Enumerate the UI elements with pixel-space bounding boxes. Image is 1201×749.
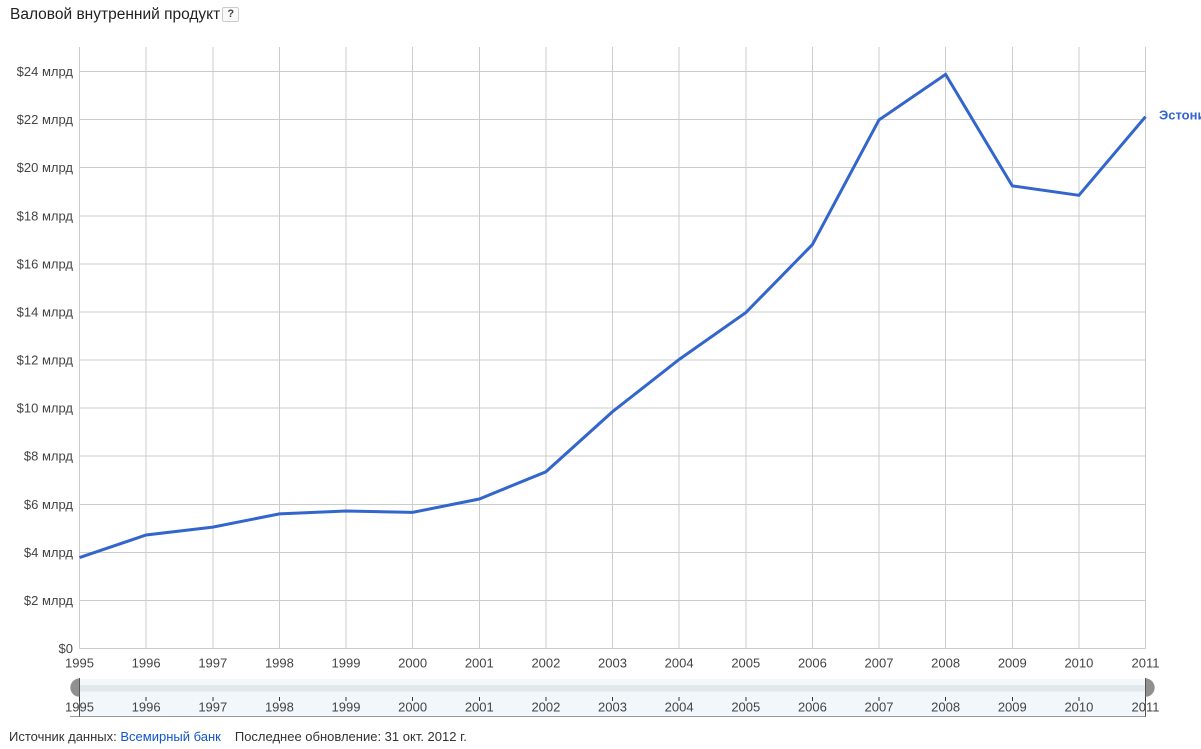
svg-text:$18 млрд: $18 млрд: [17, 208, 74, 223]
svg-text:1996: 1996: [132, 700, 161, 715]
svg-text:2005: 2005: [731, 656, 760, 671]
svg-text:1999: 1999: [332, 700, 361, 715]
svg-text:1997: 1997: [198, 700, 227, 715]
svg-text:1997: 1997: [198, 656, 227, 671]
svg-text:2007: 2007: [865, 700, 894, 715]
svg-text:2006: 2006: [798, 700, 827, 715]
svg-text:2001: 2001: [465, 700, 494, 715]
svg-text:1996: 1996: [132, 656, 161, 671]
svg-text:$2 млрд: $2 млрд: [24, 593, 74, 608]
svg-text:2007: 2007: [865, 656, 894, 671]
svg-text:2003: 2003: [598, 656, 627, 671]
svg-text:2011: 2011: [1132, 656, 1160, 671]
svg-text:2009: 2009: [998, 656, 1027, 671]
svg-text:2005: 2005: [731, 700, 760, 715]
svg-text:$10 млрд: $10 млрд: [17, 401, 74, 416]
svg-text:2004: 2004: [665, 700, 694, 715]
svg-text:$24 млрд: $24 млрд: [17, 64, 74, 79]
svg-text:$14 млрд: $14 млрд: [17, 305, 74, 320]
svg-text:1998: 1998: [265, 700, 294, 715]
svg-text:$22 млрд: $22 млрд: [17, 112, 74, 127]
svg-text:2004: 2004: [665, 656, 694, 671]
svg-text:1998: 1998: [265, 656, 294, 671]
svg-text:$4 млрд: $4 млрд: [24, 545, 74, 560]
svg-text:$8 млрд: $8 млрд: [24, 449, 74, 464]
svg-text:1995: 1995: [65, 656, 94, 671]
svg-text:2008: 2008: [931, 700, 960, 715]
svg-text:$16 млрд: $16 млрд: [17, 256, 74, 271]
svg-text:2002: 2002: [531, 700, 560, 715]
svg-text:2008: 2008: [931, 656, 960, 671]
svg-text:2000: 2000: [398, 700, 427, 715]
svg-text:2000: 2000: [398, 656, 427, 671]
svg-text:2001: 2001: [465, 656, 494, 671]
svg-text:2010: 2010: [1064, 700, 1093, 715]
svg-text:2002: 2002: [531, 656, 560, 671]
svg-text:$6 млрд: $6 млрд: [24, 497, 74, 512]
svg-text:2006: 2006: [798, 656, 827, 671]
svg-text:1999: 1999: [332, 656, 361, 671]
svg-text:$20 млрд: $20 млрд: [17, 160, 74, 175]
svg-text:2009: 2009: [998, 700, 1027, 715]
svg-text:2010: 2010: [1064, 656, 1093, 671]
svg-text:2011: 2011: [1132, 700, 1160, 715]
svg-text:$12 млрд: $12 млрд: [17, 353, 74, 368]
svg-text:$0: $0: [59, 641, 73, 656]
svg-text:2003: 2003: [598, 700, 627, 715]
svg-text:Эстония: Эстония: [1159, 108, 1201, 123]
svg-text:1995: 1995: [65, 700, 94, 715]
